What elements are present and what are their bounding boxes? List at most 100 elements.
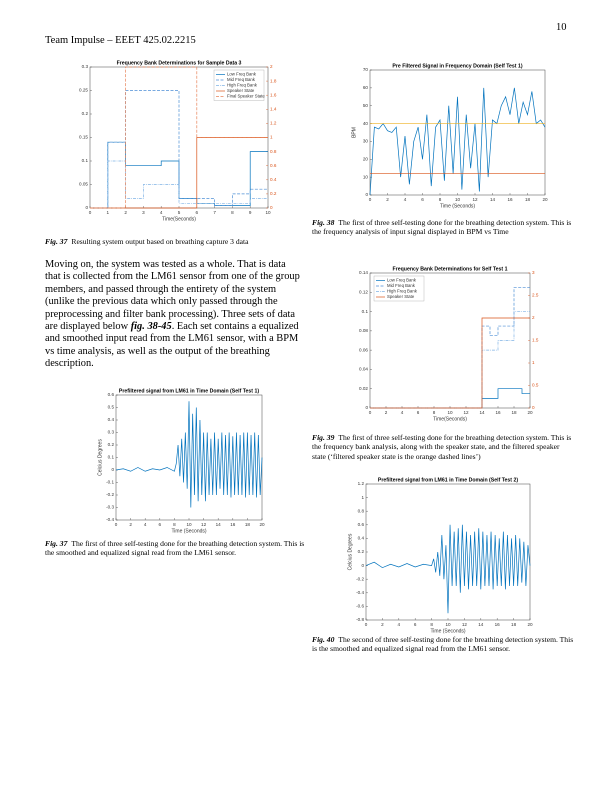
caption: Fig. 40 The second of three self-testing … <box>312 635 574 654</box>
y-tick-label: -0.2 <box>106 492 114 497</box>
y-tick-label: 0 <box>111 467 114 472</box>
chart: Prefiltered signal from LM61 in Time Dom… <box>97 388 265 534</box>
y2-tick-label: 1 <box>532 360 535 365</box>
figure-reference: fig. 38-45 <box>130 321 172 333</box>
x-tick-label: 18 <box>245 522 251 527</box>
body-paragraph: Moving on, the system was tested as a wh… <box>45 259 303 371</box>
legend-label: Final Speaker State <box>227 94 265 99</box>
caption: Fig. 38 The first of three self-testing d… <box>312 218 574 237</box>
x-tick-label: 10 <box>186 522 192 527</box>
x-tick-label: 20 <box>527 410 533 415</box>
x-tick-label: 0 <box>365 622 368 627</box>
x-tick-label: 4 <box>144 522 147 527</box>
caption-text: The first of three self-testing done for… <box>312 433 572 461</box>
x-tick-label: 20 <box>259 522 265 527</box>
x-tick-label: 8 <box>430 622 433 627</box>
y-tick-label: 0.3 <box>108 430 115 435</box>
y2-tick-label: 1.8 <box>270 78 277 83</box>
x-axis-label: Time (Seconds) <box>440 203 475 209</box>
x-tick-label: 0 <box>115 522 118 527</box>
y-tick-label: 0.05 <box>79 182 88 187</box>
x-tick-label: 16 <box>495 410 501 415</box>
y2-tick-label: 0 <box>532 405 535 410</box>
series-line <box>90 141 268 209</box>
x-tick-label: 6 <box>196 210 199 215</box>
x-tick-label: 2 <box>386 197 389 202</box>
x-tick-label: 2 <box>385 410 388 415</box>
running-title: Team Impulse – EEET 425.02.2215 <box>45 35 196 46</box>
y-tick-label: 0.1 <box>362 309 369 314</box>
chart-title: Prefiltered signal from LM61 in Time Dom… <box>378 477 518 483</box>
series-line <box>369 87 546 196</box>
series-line <box>365 524 531 614</box>
y-tick-label: 10 <box>363 174 369 179</box>
x-tick-label: 1 <box>107 210 110 215</box>
x-axis-label: Time (Seconds) <box>430 628 465 634</box>
x-axis-label: Time(Seconds) <box>162 216 196 222</box>
y2-tick-label: 1.6 <box>270 92 277 97</box>
y-axis-label: Celcius Degrees <box>347 533 353 570</box>
page-number: 10 <box>556 22 567 33</box>
y2-tick-label: 1.5 <box>532 338 539 343</box>
chart-title: Prefiltered signal from LM61 in Time Dom… <box>119 388 259 394</box>
x-tick-label: 9 <box>249 210 252 215</box>
caption-text: Resulting system output based on breathi… <box>71 237 249 246</box>
chart-title: Frequency Bank Determinations for Sample… <box>117 60 242 66</box>
y-tick-label: 60 <box>363 85 369 90</box>
x-tick-label: 8 <box>173 522 176 527</box>
legend-label: Speaker State <box>227 88 255 93</box>
y2-tick-label: 2.5 <box>532 293 539 298</box>
caption-label: Fig. 40 <box>312 635 335 644</box>
y-tick-label: 0 <box>85 205 88 210</box>
y2-tick-label: 0.8 <box>270 149 277 154</box>
caption: Fig. 39 The first of three self-testing d… <box>312 433 574 461</box>
y-axis-label: BPM <box>351 127 357 138</box>
y2-tick-label: 0.4 <box>270 177 277 182</box>
x-tick-label: 0 <box>369 197 372 202</box>
y-axis-label: Celcius Degrees <box>97 439 103 476</box>
legend-label: Mid Freq Bank <box>387 283 416 288</box>
x-tick-label: 2 <box>129 522 132 527</box>
x-tick-label: 2 <box>124 210 127 215</box>
chart: Frequency Bank Determinations for Self T… <box>359 266 539 422</box>
y-tick-label: -0.6 <box>356 604 364 609</box>
y-tick-label: 0.8 <box>358 508 365 513</box>
x-axis-label: Time (Seconds) <box>171 528 206 534</box>
caption-text: The first of three self-testing done for… <box>312 218 572 237</box>
y-tick-label: 0.4 <box>108 417 115 422</box>
y-tick-label: -0.2 <box>356 576 364 581</box>
y-tick-label: 1.2 <box>358 481 365 486</box>
y-tick-label: -0.4 <box>356 590 364 595</box>
legend-label: Low Freq Bank <box>227 72 257 77</box>
x-tick-label: 3 <box>142 210 145 215</box>
text: Moving on, the system was tested as a wh… <box>45 259 300 333</box>
y-tick-label: 0.02 <box>359 386 368 391</box>
caption-text: The second of three self-testing done fo… <box>312 635 574 654</box>
y-tick-label: 0.2 <box>358 549 365 554</box>
y-tick-label: 0.4 <box>358 536 365 541</box>
chart: Prefiltered signal from LM61 in Time Dom… <box>347 477 533 634</box>
series-line <box>115 401 263 508</box>
x-tick-label: 14 <box>478 622 484 627</box>
x-tick-label: 20 <box>527 622 533 627</box>
series-line <box>370 317 530 409</box>
caption-label: Fig. 38 <box>312 218 335 227</box>
x-tick-label: 4 <box>160 210 163 215</box>
y-tick-label: -0.8 <box>356 617 364 622</box>
caption-label: Fig. 39 <box>312 433 335 442</box>
y2-tick-label: 0.2 <box>270 191 277 196</box>
x-tick-label: 20 <box>542 197 548 202</box>
x-tick-label: 4 <box>404 197 407 202</box>
legend-label: Low Freq Bank <box>387 278 417 283</box>
y-tick-label: 0.2 <box>108 442 115 447</box>
legend-label: Speaker State <box>387 294 415 299</box>
y-tick-label: 0.12 <box>359 290 368 295</box>
x-tick-label: 5 <box>178 210 181 215</box>
x-tick-label: 12 <box>472 197 478 202</box>
x-tick-label: 6 <box>414 622 417 627</box>
y-tick-label: 0.25 <box>79 88 88 93</box>
y2-tick-label: 0.5 <box>532 383 539 388</box>
y-tick-label: 0.5 <box>108 405 115 410</box>
y-tick-label: 0.04 <box>359 367 368 372</box>
